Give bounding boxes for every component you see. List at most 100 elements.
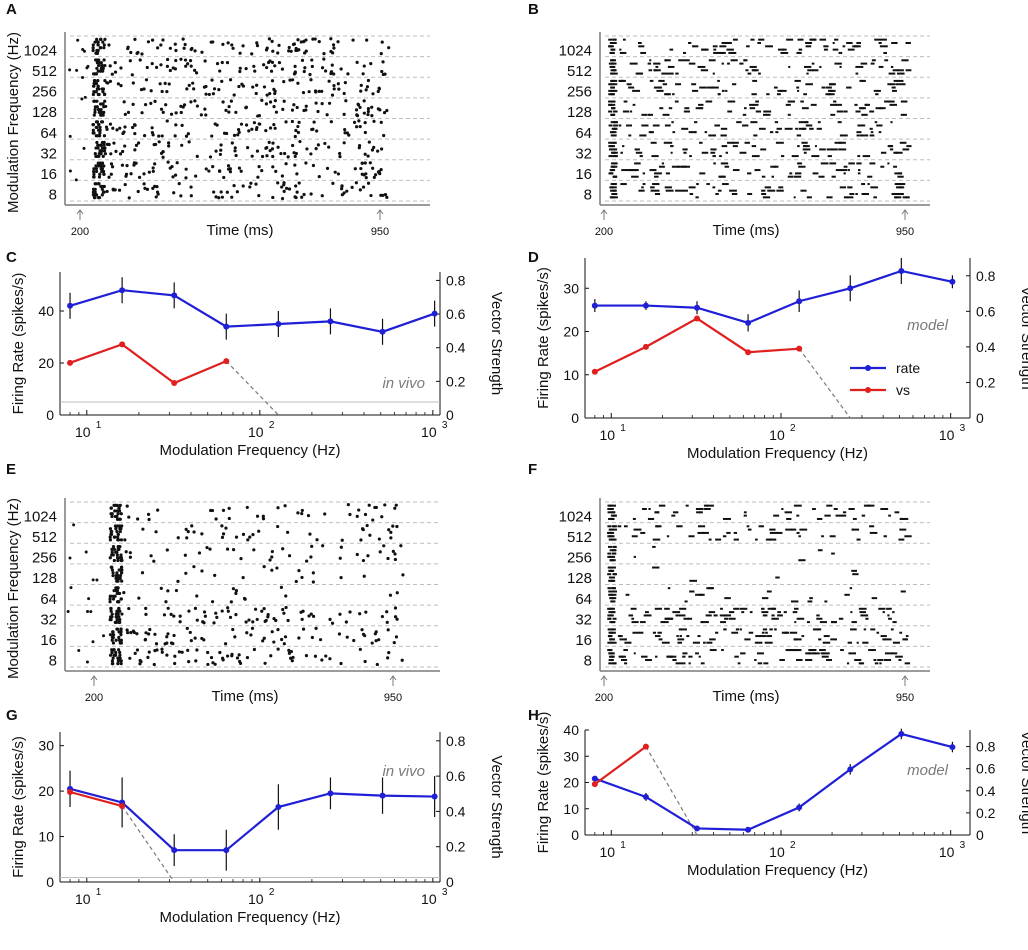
spike xyxy=(189,100,193,104)
y2-tick-label: 0.4 xyxy=(976,783,996,799)
spike xyxy=(193,99,197,103)
spike xyxy=(344,620,348,624)
spike xyxy=(613,165,618,168)
spike xyxy=(92,187,96,191)
spike xyxy=(689,579,698,582)
spike xyxy=(905,69,912,72)
spike xyxy=(296,81,300,85)
data-point-rate xyxy=(171,292,178,299)
spike xyxy=(290,119,294,124)
spike xyxy=(167,82,171,86)
spike xyxy=(809,127,814,130)
spike xyxy=(318,638,323,642)
spike xyxy=(179,110,183,115)
spike xyxy=(241,532,246,536)
spike xyxy=(743,511,747,514)
spike xyxy=(684,165,691,168)
spike xyxy=(608,655,613,658)
spike xyxy=(174,58,178,63)
spike xyxy=(108,527,113,531)
spike xyxy=(371,92,375,96)
spike xyxy=(98,69,103,73)
spike xyxy=(607,641,612,644)
spike xyxy=(787,175,794,178)
spike xyxy=(82,146,86,150)
spike xyxy=(732,169,740,172)
spike xyxy=(346,503,350,507)
spike xyxy=(96,84,100,88)
spike xyxy=(303,66,307,70)
spike xyxy=(317,174,321,179)
spike xyxy=(708,538,712,541)
spike xyxy=(764,186,772,189)
spike xyxy=(751,93,757,96)
spike xyxy=(680,628,687,631)
spike xyxy=(316,143,320,147)
spike xyxy=(811,62,815,65)
spike xyxy=(692,45,699,48)
spike xyxy=(219,148,223,152)
spike xyxy=(612,597,617,600)
spike xyxy=(609,41,614,44)
spike xyxy=(898,655,903,658)
x-tick-label: 10 xyxy=(75,891,91,907)
spike xyxy=(838,141,846,144)
spike xyxy=(132,123,137,127)
spike xyxy=(887,145,894,148)
spike xyxy=(343,131,347,135)
spike xyxy=(610,65,615,68)
spike xyxy=(248,535,252,539)
spike xyxy=(252,64,256,68)
spike xyxy=(340,184,344,188)
spike xyxy=(351,38,355,42)
spike xyxy=(609,186,614,189)
spike xyxy=(91,578,95,582)
spike xyxy=(834,62,842,65)
spike xyxy=(812,628,820,631)
spike xyxy=(610,79,615,82)
spike xyxy=(116,659,120,663)
spike xyxy=(117,606,121,611)
spike xyxy=(100,187,104,191)
spike xyxy=(640,531,646,534)
spike xyxy=(241,44,245,48)
spike xyxy=(87,597,91,601)
spike xyxy=(340,538,344,542)
spike xyxy=(689,193,694,196)
panel-letter: B xyxy=(528,1,539,18)
spike xyxy=(165,548,169,552)
spike xyxy=(96,40,100,44)
spike xyxy=(188,630,192,635)
spike xyxy=(737,662,741,665)
spike xyxy=(613,151,618,154)
spike xyxy=(745,69,749,72)
spike xyxy=(131,125,135,130)
spike xyxy=(234,613,238,617)
spike xyxy=(729,189,737,192)
data-point-rate xyxy=(67,302,74,309)
spike xyxy=(111,630,115,634)
spike xyxy=(183,553,187,557)
spike xyxy=(205,545,209,550)
spike xyxy=(310,58,314,62)
spike xyxy=(878,131,882,134)
spike xyxy=(305,147,309,151)
spike xyxy=(362,574,366,578)
spike xyxy=(100,110,104,114)
spike xyxy=(113,70,118,74)
spike xyxy=(249,181,253,185)
spike xyxy=(203,107,207,111)
spike xyxy=(803,151,807,154)
spike xyxy=(98,128,102,132)
spike xyxy=(295,190,299,194)
spike xyxy=(800,189,807,192)
spike xyxy=(607,555,612,558)
spike xyxy=(609,559,614,562)
spike xyxy=(610,535,615,538)
spike xyxy=(865,617,869,620)
spike xyxy=(789,172,793,175)
spike xyxy=(66,610,70,614)
spike xyxy=(124,174,128,178)
spike xyxy=(355,60,359,64)
spike xyxy=(613,124,618,127)
